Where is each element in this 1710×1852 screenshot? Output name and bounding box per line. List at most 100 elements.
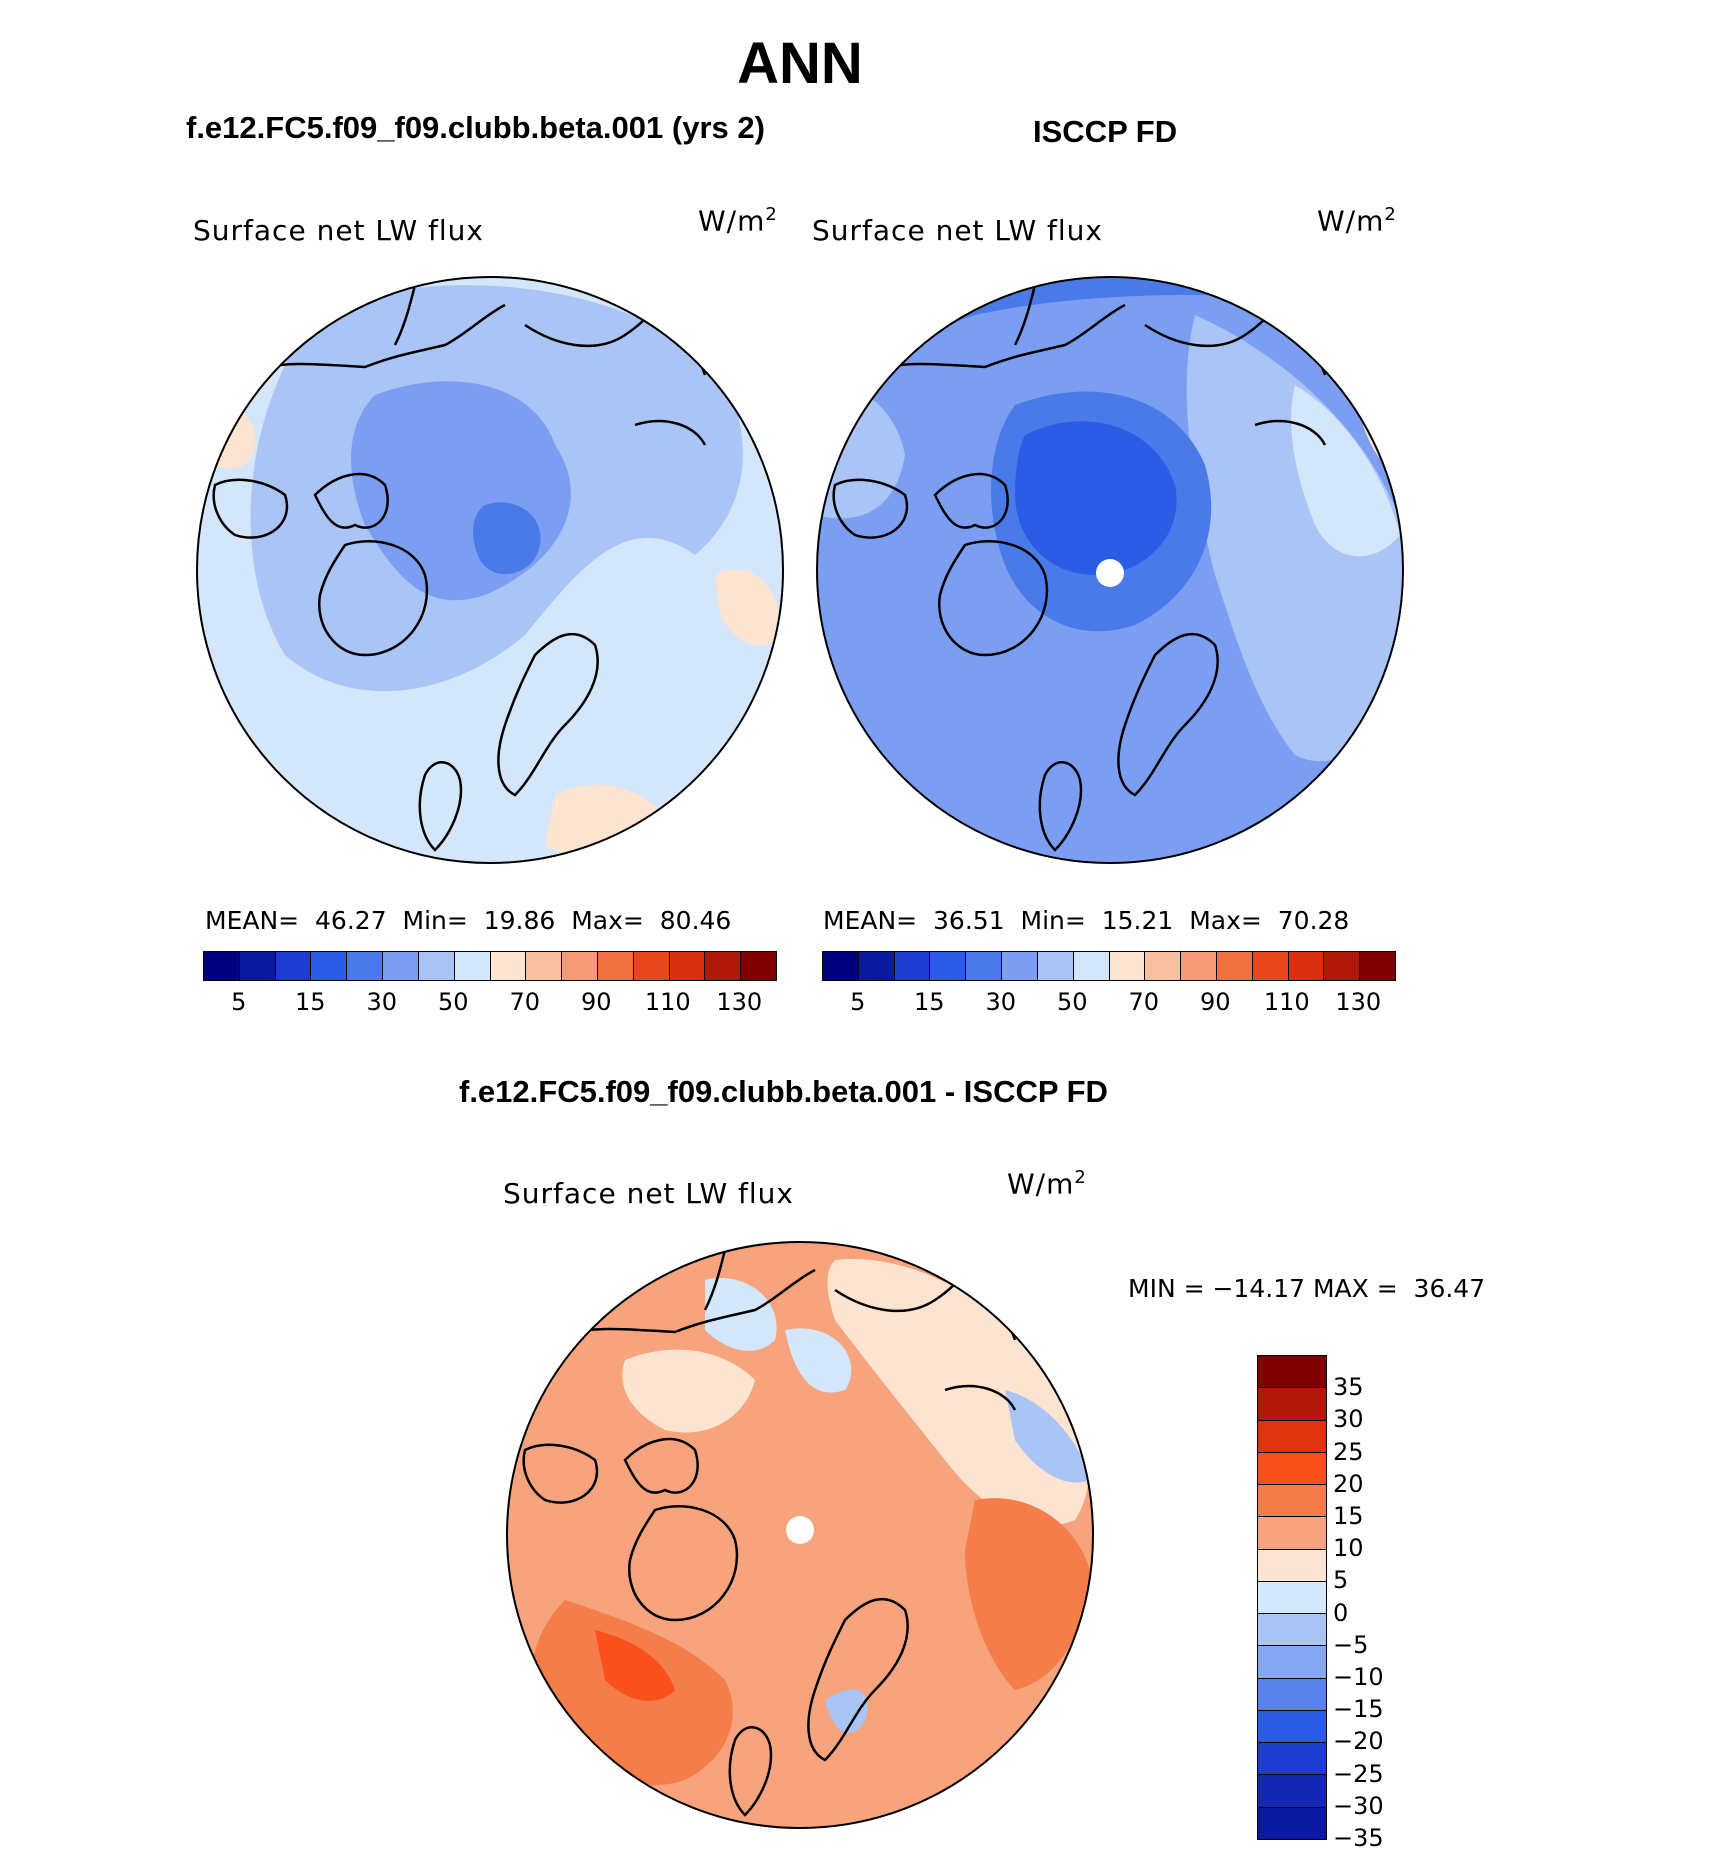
model-colorbar-swatch — [311, 952, 348, 980]
model-colorbar — [203, 951, 777, 981]
diff-colorbar-tick-label: −25 — [1333, 1759, 1384, 1788]
diff-coastline-north — [564, 1242, 1017, 1341]
model-colorbar-swatch — [418, 952, 455, 980]
obs-panel-heading: ISCCP FD — [1033, 114, 1178, 149]
model-polar-map — [196, 276, 784, 864]
diff-colorbar-tick-label: 0 — [1333, 1598, 1349, 1627]
model-colorbar-swatch — [204, 952, 240, 980]
obs-colorbar-swatch — [1288, 952, 1325, 980]
model-colorbar-swatch — [454, 952, 491, 980]
obs-coastline-greenland — [933, 472, 1049, 657]
obs-unit-label: W/m2 — [1317, 204, 1397, 238]
diff-colorbar-swatch — [1258, 1678, 1326, 1711]
obs-colorbar-swatch — [1181, 952, 1217, 980]
obs-pole-hole — [1096, 559, 1124, 587]
model-contour-warm-east — [715, 569, 781, 646]
model-coastline-britain — [418, 761, 463, 852]
diff-contour-light-positive — [827, 1259, 1089, 1526]
obs-polar-map — [816, 276, 1404, 864]
obs-stats-line: MEAN= 36.51 Min= 15.21 Max= 70.28 — [823, 906, 1350, 935]
obs-colorbar-swatch — [1145, 952, 1182, 980]
diff-colorbar-tick-label: 30 — [1333, 1405, 1364, 1434]
obs-colorbar-swatch — [894, 952, 931, 980]
obs-colorbar-tick-label: 5 — [850, 988, 866, 1016]
obs-colorbar-swatch — [1037, 952, 1074, 980]
diff-map-border — [506, 1241, 1094, 1829]
model-coastline-scandinavia — [497, 633, 599, 797]
model-unit-label: W/m2 — [698, 204, 778, 238]
diff-colorbar-swatch — [1258, 1549, 1326, 1582]
diff-coastline-alaska — [522, 1384, 1017, 1504]
obs-colorbar-swatch — [1252, 952, 1289, 980]
obs-colorbar-tick-label: 110 — [1263, 988, 1310, 1016]
obs-colorbar-swatch — [966, 952, 1003, 980]
diff-colorbar-tick-label: 15 — [1333, 1501, 1364, 1530]
diff-colorbar-swatch — [1258, 1743, 1326, 1776]
diff-colorbar-swatch — [1258, 1581, 1326, 1615]
obs-colorbar-swatch — [1216, 952, 1253, 980]
model-colorbar-swatch — [526, 952, 563, 980]
diff-colorbar-tick-label: −15 — [1333, 1695, 1384, 1724]
obs-coastline-alaska — [832, 419, 1327, 539]
model-colorbar-swatch — [562, 952, 598, 980]
diff-colorbar-swatch — [1258, 1356, 1326, 1389]
model-panel-heading: f.e12.FC5.f09_f09.clubb.beta.001 (yrs 2) — [186, 110, 765, 145]
obs-colorbar-swatch — [1109, 952, 1146, 980]
diff-colorbar-swatch — [1258, 1614, 1326, 1647]
diff-variable-label: Surface net LW flux — [503, 1177, 794, 1210]
diff-contour-negative-scandinavia — [825, 1689, 868, 1734]
obs-colorbar-swatch — [1360, 952, 1395, 980]
model-colorbar-swatch — [383, 952, 419, 980]
diff-coastline-britain — [728, 1726, 773, 1817]
diff-colorbar-swatch — [1258, 1775, 1326, 1808]
diff-coastline-greenland — [623, 1437, 739, 1622]
model-colorbar-swatch — [633, 952, 670, 980]
figure-title: ANN — [737, 31, 863, 96]
diff-colorbar-tick-label: 20 — [1333, 1469, 1364, 1498]
model-colorbar-swatch — [490, 952, 527, 980]
model-colorbar-swatch — [705, 952, 742, 980]
diff-colorbar-tick-label: 25 — [1333, 1437, 1364, 1466]
diff-minmax-text: MIN = −14.17 MAX = 36.47 — [1128, 1274, 1486, 1303]
model-colorbar-tick-label: 70 — [509, 988, 541, 1016]
diff-polar-map — [506, 1241, 1094, 1829]
model-colorbar-tick-label: 110 — [644, 988, 691, 1016]
diff-coastline-scandinavia — [807, 1598, 909, 1762]
model-colorbar-tick-label: 90 — [580, 988, 612, 1016]
obs-coastline-britain — [1038, 761, 1083, 852]
model-variable-label: Surface net LW flux — [193, 214, 484, 247]
model-colorbar-tick-label: 30 — [366, 988, 398, 1016]
diff-colorbar-tick-label: −35 — [1333, 1824, 1384, 1852]
obs-colorbar-tick-label: 50 — [1056, 988, 1088, 1016]
diff-colorbar-swatch — [1258, 1452, 1326, 1486]
model-colorbar-swatch — [597, 952, 634, 980]
model-contour-min — [473, 502, 541, 575]
diff-unit-label: W/m2 — [1007, 1167, 1087, 1201]
model-colorbar-tick-label: 130 — [716, 988, 763, 1016]
obs-colorbar-tick-label: 30 — [985, 988, 1017, 1016]
diff-colorbar-tick-label: 5 — [1333, 1566, 1349, 1595]
obs-coastline-north — [874, 277, 1327, 376]
model-coastline-alaska — [212, 419, 707, 539]
obs-colorbar-tick-label: 70 — [1128, 988, 1160, 1016]
model-colorbar-tick-label: 5 — [231, 988, 247, 1016]
model-colorbar-tick-label: 50 — [437, 988, 469, 1016]
diff-colorbar-tick-label: 35 — [1333, 1373, 1364, 1402]
diff-colorbar-swatch — [1258, 1485, 1326, 1518]
model-colorbar-swatch — [239, 952, 276, 980]
model-map-border — [196, 276, 784, 864]
diff-colorbar-swatch — [1258, 1388, 1326, 1421]
diff-contour-high-east — [965, 1498, 1090, 1690]
model-colorbar-swatch — [275, 952, 312, 980]
diff-colorbar-swatch — [1258, 1710, 1326, 1744]
obs-map-border — [816, 276, 1404, 864]
model-colorbar-tick-label: 15 — [294, 988, 326, 1016]
model-colorbar-labels: 5 15 30 50 70 90 110 130 — [203, 988, 775, 1018]
diff-colorbar-swatch — [1258, 1646, 1326, 1679]
diff-colorbar-tick-label: −10 — [1333, 1662, 1384, 1691]
diff-colorbar-tick-label: −20 — [1333, 1727, 1384, 1756]
obs-colorbar — [822, 951, 1396, 981]
diff-contour-max — [595, 1630, 675, 1701]
model-coastline-greenland — [313, 472, 429, 657]
diff-contour-negative-east — [1005, 1390, 1090, 1483]
